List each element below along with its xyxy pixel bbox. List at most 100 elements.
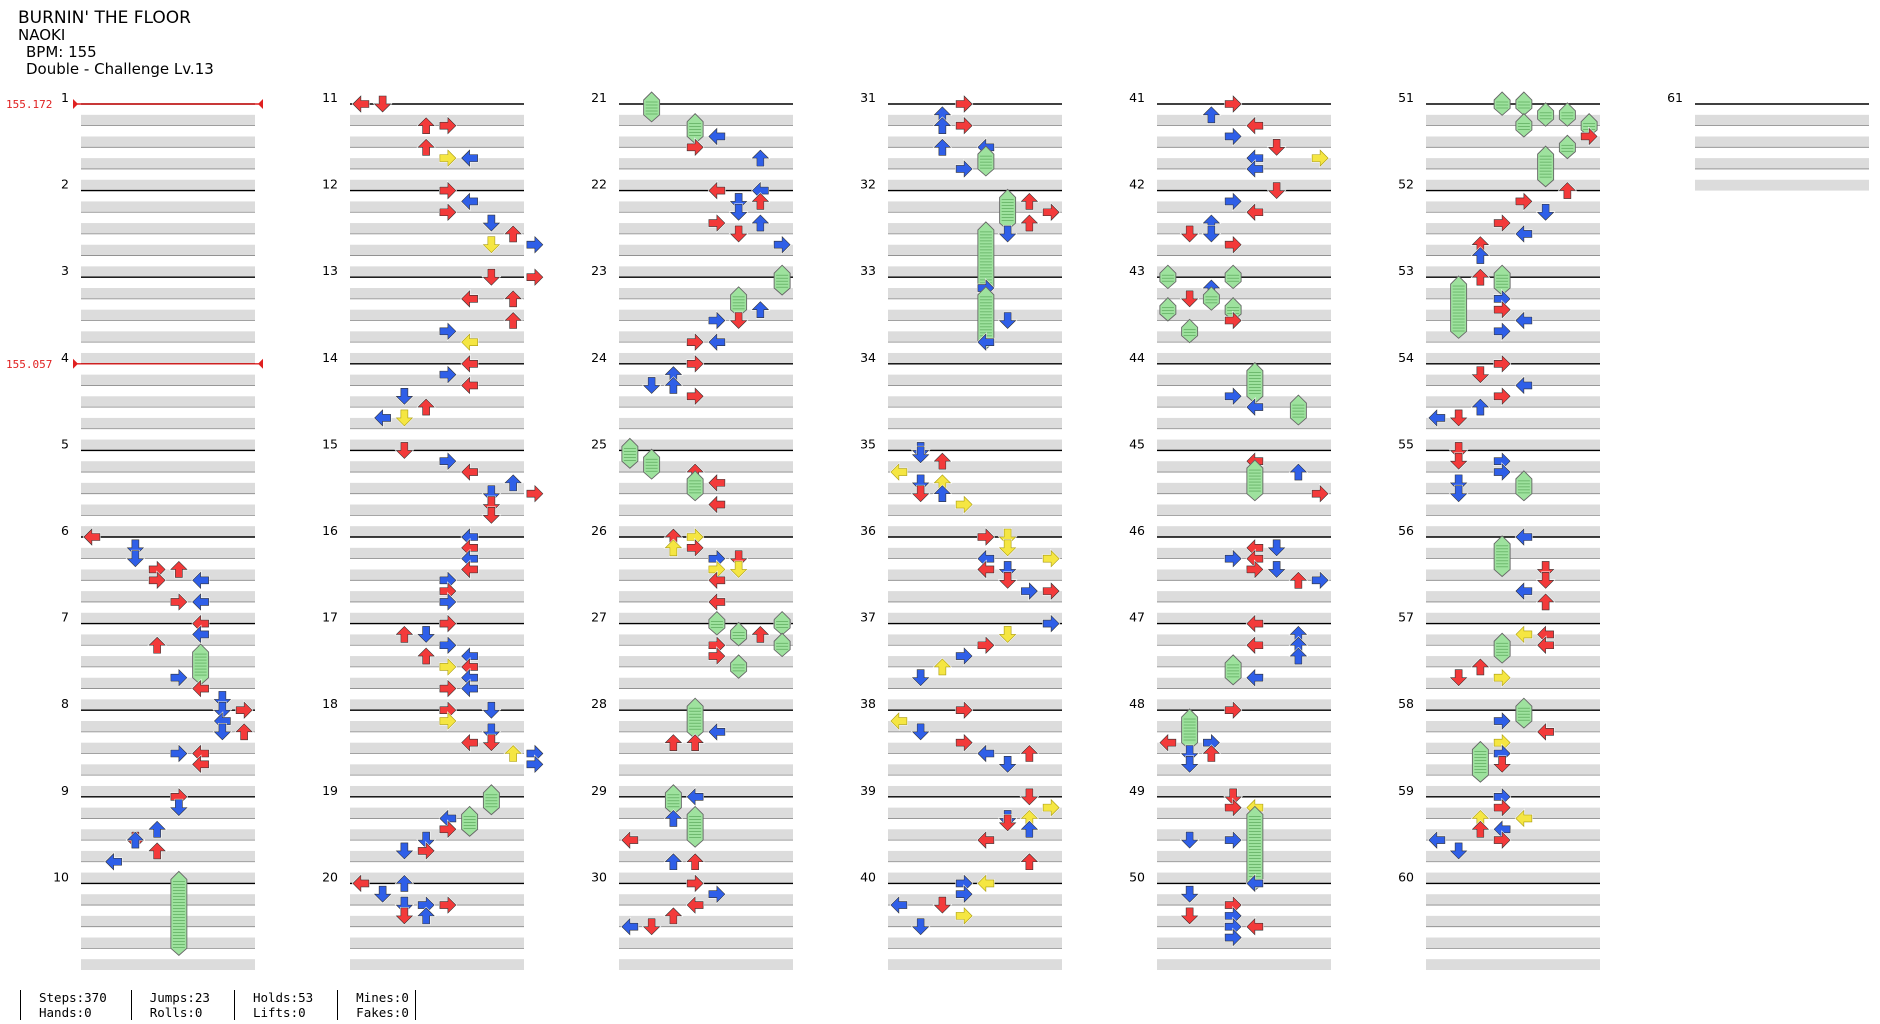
arrow-body (708, 571, 726, 590)
arrow-body (686, 355, 704, 373)
lane-stripe (619, 417, 793, 429)
lane-stripe (1157, 850, 1331, 862)
lane-stripe (1426, 158, 1600, 169)
arrow-body (1493, 387, 1511, 405)
measure-50: 50 (1129, 869, 1331, 970)
arrow-body (751, 193, 770, 210)
lane-stripe (81, 136, 255, 148)
arrow-body (1493, 756, 1511, 773)
arrow-body (998, 225, 1017, 243)
lane-stripe (619, 634, 793, 646)
arrow-body (1493, 214, 1511, 232)
arrow-body (729, 203, 748, 221)
arrow-body (352, 95, 370, 113)
note-right-arrow-icon (526, 754, 545, 775)
note-right-arrow-icon (955, 732, 974, 753)
bpm-value-label: 155.057 (6, 358, 52, 371)
note-right-arrow-icon (955, 700, 974, 721)
note-up-arrow-icon (686, 805, 704, 848)
arrow-body (374, 409, 391, 427)
measure-6: 6 (61, 523, 255, 624)
arrow-body (686, 387, 704, 405)
lane-stripe (888, 374, 1062, 386)
arrow-body (1180, 831, 1199, 849)
lane-stripe (888, 179, 1062, 191)
lane-stripe (350, 136, 524, 148)
note-right-arrow-icon (439, 819, 458, 840)
arrow-body (235, 701, 253, 719)
lane-stripe (350, 569, 524, 581)
lane-stripe (350, 894, 524, 906)
note-left-arrow-icon (460, 288, 479, 309)
arrow-body (504, 312, 522, 329)
arrow-body (373, 95, 392, 113)
measure-number: 2 (61, 177, 69, 192)
arrow-body (105, 853, 122, 871)
note-right-arrow-icon (439, 115, 458, 136)
arrow-body (664, 377, 683, 394)
lane-stripe (619, 461, 793, 473)
arrow-body (1471, 366, 1490, 384)
note-up-arrow-icon (1470, 657, 1491, 676)
lane-stripe (888, 396, 1062, 408)
lane-stripe (1426, 634, 1600, 646)
arrow-body (504, 474, 522, 492)
note-up-arrow-icon (685, 733, 706, 752)
arrow-body (751, 301, 770, 318)
note-left-arrow-icon (191, 592, 210, 612)
lane-stripe (350, 179, 524, 191)
lane-stripe (888, 634, 1062, 646)
note-left-arrow-icon (191, 570, 210, 591)
arrow-body (235, 723, 253, 741)
hold-body (730, 286, 748, 318)
lane-stripe (1695, 179, 1869, 191)
lane-stripe (1157, 266, 1331, 278)
arrow-body (1515, 809, 1533, 828)
lane-stripe (350, 829, 524, 841)
note-up-arrow-icon (1289, 394, 1307, 426)
measure-number: 22 (591, 177, 607, 192)
note-right-arrow-icon (1042, 581, 1061, 602)
lane-stripe (1426, 114, 1600, 126)
arrow-body (1267, 539, 1286, 557)
lane-stripe (888, 569, 1062, 581)
lane-stripe (81, 417, 255, 429)
arrow-body (1246, 917, 1264, 936)
note-left-arrow-icon (1514, 310, 1533, 331)
note-right-arrow-icon (1224, 310, 1243, 331)
lane-stripe (1157, 136, 1331, 148)
note-down-arrow-icon (1179, 907, 1200, 926)
lane-stripe (888, 223, 1062, 234)
lane-stripe (619, 591, 793, 602)
note-down-arrow-icon (1450, 275, 1468, 339)
arrow-body (977, 831, 995, 849)
stat-fakes: Fakes:0 (356, 1005, 409, 1020)
note-left-arrow-icon (1536, 635, 1555, 656)
lane-stripe (1426, 764, 1600, 776)
lane-stripe (350, 223, 524, 234)
measure-number: 27 (591, 610, 607, 625)
arrow-body (395, 626, 414, 643)
lane-stripe (619, 915, 793, 927)
arrow-body (1180, 290, 1199, 308)
measure-number: 56 (1398, 523, 1414, 538)
arrow-body (729, 312, 748, 329)
note-right-arrow-icon (955, 494, 974, 515)
arrow-body (708, 181, 726, 200)
lane-stripe (888, 721, 1062, 732)
measure-number: 35 (860, 436, 876, 451)
measure-number: 31 (860, 90, 876, 105)
note-down-arrow-icon (910, 484, 931, 503)
note-down-arrow-icon (730, 621, 748, 647)
note-down-arrow-icon (1181, 708, 1199, 751)
lane-stripe (619, 872, 793, 884)
note-right-arrow-icon (686, 353, 705, 374)
arrow-body (417, 117, 435, 134)
lane-stripe (350, 309, 524, 321)
note-right-arrow-icon (148, 570, 167, 591)
lane-stripe (350, 699, 524, 711)
arrow-body (192, 679, 209, 698)
lane-stripe (1426, 179, 1600, 191)
measure-number: 33 (860, 263, 876, 278)
note-left-arrow-icon (707, 721, 726, 742)
